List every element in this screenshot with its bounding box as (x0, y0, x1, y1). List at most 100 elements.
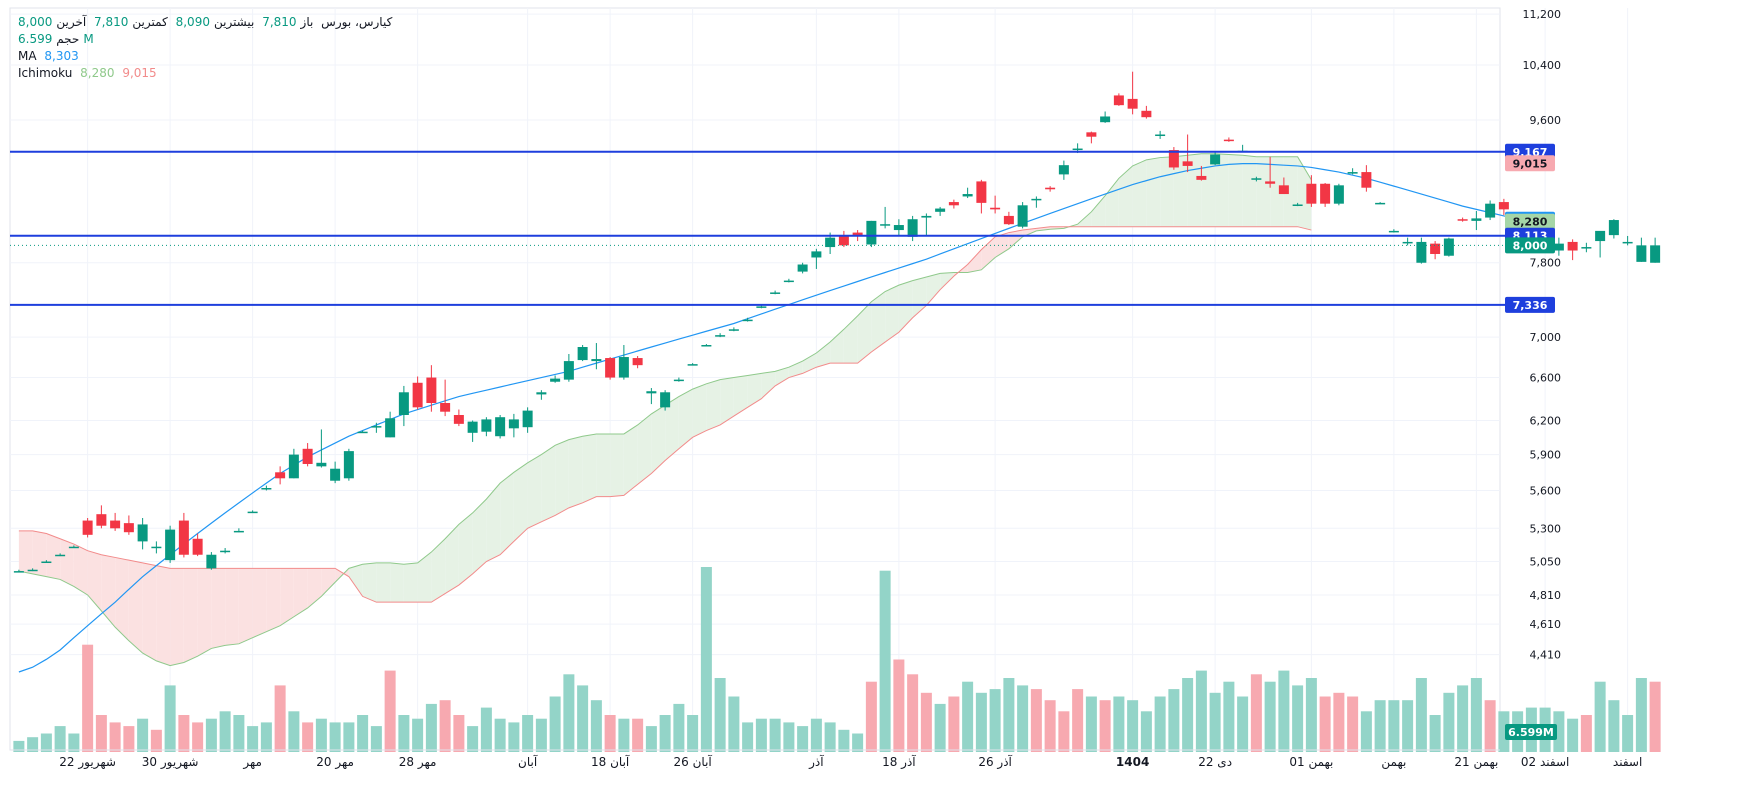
candle-body[interactable] (990, 207, 1001, 210)
candle-body[interactable] (1485, 203, 1496, 218)
candle-body[interactable] (343, 451, 354, 479)
candle-body[interactable] (1498, 202, 1509, 210)
legend-ichimoku-row[interactable]: Ichimoku 8,280 9,015 (18, 65, 396, 82)
candle-body[interactable] (27, 569, 38, 572)
candle-body[interactable] (852, 232, 863, 236)
candle-body[interactable] (1402, 241, 1413, 244)
candle-body[interactable] (1443, 238, 1454, 256)
candle-body[interactable] (1045, 187, 1056, 190)
candle-body[interactable] (783, 280, 794, 283)
candle-body[interactable] (935, 208, 946, 212)
candle-body[interactable] (1031, 198, 1042, 201)
candle-body[interactable] (82, 520, 93, 535)
candle-body[interactable] (1127, 98, 1138, 109)
candle-body[interactable] (220, 550, 231, 553)
candle-body[interactable] (756, 306, 767, 308)
candle-body[interactable] (1457, 219, 1468, 221)
candle-body[interactable] (1567, 241, 1578, 251)
candle-body[interactable] (151, 546, 162, 549)
candle-body[interactable] (481, 419, 492, 432)
candle-body[interactable] (728, 329, 739, 331)
candle-body[interactable] (618, 357, 629, 378)
candle-body[interactable] (316, 462, 327, 467)
candle-body[interactable] (96, 514, 107, 526)
candle-body[interactable] (742, 319, 753, 322)
candle-body[interactable] (605, 358, 616, 378)
candle-body[interactable] (68, 546, 79, 549)
candle-body[interactable] (1196, 175, 1207, 180)
candle-body[interactable] (1375, 202, 1386, 205)
candle-body[interactable] (1086, 132, 1097, 137)
candle-body[interactable] (591, 359, 602, 362)
candle-body[interactable] (1333, 185, 1344, 204)
candle-body[interactable] (1581, 247, 1592, 249)
candle-body[interactable] (811, 251, 822, 258)
candle-body[interactable] (1650, 245, 1661, 263)
candle-body[interactable] (1622, 241, 1633, 244)
candle-body[interactable] (495, 417, 506, 437)
candle-body[interactable] (412, 382, 423, 408)
candle-body[interactable] (1017, 205, 1028, 227)
candle-body[interactable] (825, 237, 836, 248)
candle-body[interactable] (110, 520, 121, 529)
candle-body[interactable] (1416, 241, 1427, 263)
candle-body[interactable] (508, 419, 519, 429)
candle-body[interactable] (550, 378, 561, 382)
candle-body[interactable] (1595, 230, 1606, 242)
candle-body[interactable] (893, 225, 904, 231)
candle-body[interactable] (632, 358, 643, 366)
candle-body[interactable] (233, 530, 244, 533)
candle-body[interactable] (1223, 139, 1234, 142)
candle-body[interactable] (467, 421, 478, 433)
candle-body[interactable] (1306, 183, 1317, 204)
candle-body[interactable] (1155, 134, 1166, 137)
candle-body[interactable] (1265, 181, 1276, 184)
legend-symbol[interactable]: کیارس، بورس (321, 15, 393, 29)
candle-body[interactable] (866, 220, 877, 245)
candle-body[interactable] (976, 181, 987, 203)
candle-body[interactable] (948, 202, 959, 206)
candle-body[interactable] (1553, 243, 1564, 251)
candle-body[interactable] (1141, 110, 1152, 118)
candle-body[interactable] (1471, 218, 1482, 221)
candle-body[interactable] (838, 235, 849, 246)
candle-body[interactable] (1113, 95, 1124, 106)
candle-body[interactable] (1636, 245, 1647, 262)
candle-body[interactable] (1361, 172, 1372, 188)
candle-body[interactable] (1430, 243, 1441, 254)
candle-body[interactable] (536, 392, 547, 395)
candle-body[interactable] (357, 431, 368, 434)
candle-body[interactable] (206, 554, 217, 569)
candle-body[interactable] (673, 379, 684, 382)
candle-body[interactable] (426, 377, 437, 404)
candle-body[interactable] (880, 224, 891, 226)
candle-body[interactable] (41, 561, 52, 564)
candle-body[interactable] (522, 410, 533, 428)
candle-body[interactable] (1347, 172, 1358, 174)
candle-body[interactable] (1320, 183, 1331, 204)
candle-body[interactable] (137, 524, 148, 542)
candle-body[interactable] (330, 468, 341, 481)
candle-body[interactable] (398, 392, 409, 415)
legend-volume-row[interactable]: حجم 6.599M (18, 31, 396, 48)
candle-body[interactable] (1388, 230, 1399, 233)
candle-body[interactable] (123, 523, 134, 533)
candle-body[interactable] (770, 292, 781, 294)
candle-body[interactable] (302, 448, 313, 464)
candle-body[interactable] (1168, 150, 1179, 168)
candle-body[interactable] (178, 520, 189, 555)
candle-body[interactable] (1210, 154, 1221, 165)
candle-body[interactable] (921, 215, 932, 218)
candle-body[interactable] (701, 345, 712, 347)
candle-body[interactable] (797, 264, 808, 272)
candle-body[interactable] (1278, 185, 1289, 195)
candle-body[interactable] (13, 571, 24, 573)
candle-body[interactable] (1182, 161, 1193, 166)
candle-body[interactable] (1003, 215, 1014, 225)
legend-ma-row[interactable]: MA 8,303 (18, 48, 396, 65)
candle-body[interactable] (275, 472, 286, 479)
candle-body[interactable] (577, 347, 588, 361)
candle-body[interactable] (715, 335, 726, 337)
